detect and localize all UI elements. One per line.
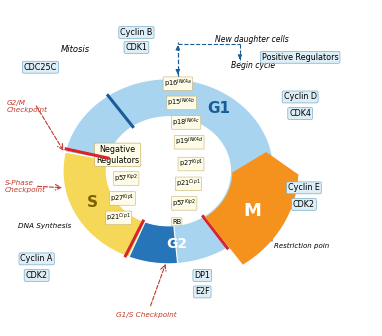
Text: New daughter cells: New daughter cells bbox=[215, 35, 289, 44]
Text: Cyclin A: Cyclin A bbox=[21, 254, 53, 263]
Text: CDC25C: CDC25C bbox=[24, 63, 57, 72]
Text: CDK2: CDK2 bbox=[26, 271, 48, 280]
Text: DP1: DP1 bbox=[194, 271, 210, 280]
Polygon shape bbox=[174, 216, 229, 263]
Polygon shape bbox=[205, 173, 298, 265]
Text: p21$^{Cip1}$: p21$^{Cip1}$ bbox=[176, 178, 201, 190]
Text: Mitosis: Mitosis bbox=[61, 45, 90, 53]
Text: p21$^{Cip1}$: p21$^{Cip1}$ bbox=[106, 212, 131, 224]
Text: p15$^{INK4b}$: p15$^{INK4b}$ bbox=[167, 97, 196, 109]
Polygon shape bbox=[232, 153, 298, 175]
Text: Cyclin D: Cyclin D bbox=[284, 92, 317, 101]
Polygon shape bbox=[129, 216, 229, 264]
Text: Negative
Regulators: Negative Regulators bbox=[96, 145, 139, 165]
Text: G2: G2 bbox=[167, 238, 188, 251]
Text: p18$^{INK4c}$: p18$^{INK4c}$ bbox=[172, 116, 200, 129]
Polygon shape bbox=[63, 152, 145, 257]
Text: Cyclin B: Cyclin B bbox=[120, 28, 152, 37]
Text: S-Phase
Checkpoint: S-Phase Checkpoint bbox=[5, 180, 46, 193]
Text: p16$^{INK4a}$: p16$^{INK4a}$ bbox=[164, 78, 192, 90]
Text: G1/S Checkpoint: G1/S Checkpoint bbox=[115, 312, 176, 318]
Text: CDK4: CDK4 bbox=[289, 109, 311, 118]
Text: p57$^{Kip2}$: p57$^{Kip2}$ bbox=[172, 197, 196, 210]
Text: G1: G1 bbox=[207, 100, 230, 116]
Text: p57$^{Kip2}$: p57$^{Kip2}$ bbox=[114, 172, 138, 185]
Text: M: M bbox=[243, 202, 261, 219]
Text: Begin cycle: Begin cycle bbox=[230, 61, 275, 70]
Text: p19$^{INK4d}$: p19$^{INK4d}$ bbox=[175, 136, 203, 149]
Text: S: S bbox=[87, 195, 98, 210]
Text: CDK2: CDK2 bbox=[293, 200, 315, 209]
Text: p27$^{Kip1}$: p27$^{Kip1}$ bbox=[110, 192, 135, 205]
Text: E2F: E2F bbox=[195, 287, 210, 296]
Text: p27$^{Kip1}$: p27$^{Kip1}$ bbox=[179, 158, 203, 170]
Text: CDK1: CDK1 bbox=[125, 43, 147, 52]
Polygon shape bbox=[65, 79, 274, 263]
Text: DNA Synthesis: DNA Synthesis bbox=[18, 223, 71, 229]
Text: Restriction poin: Restriction poin bbox=[274, 243, 329, 249]
Text: RB: RB bbox=[172, 218, 181, 224]
Text: Cyclin E: Cyclin E bbox=[288, 183, 320, 192]
Text: G2/M
Checkpoint: G2/M Checkpoint bbox=[6, 100, 47, 114]
Text: Positive Regulators: Positive Regulators bbox=[262, 53, 338, 62]
